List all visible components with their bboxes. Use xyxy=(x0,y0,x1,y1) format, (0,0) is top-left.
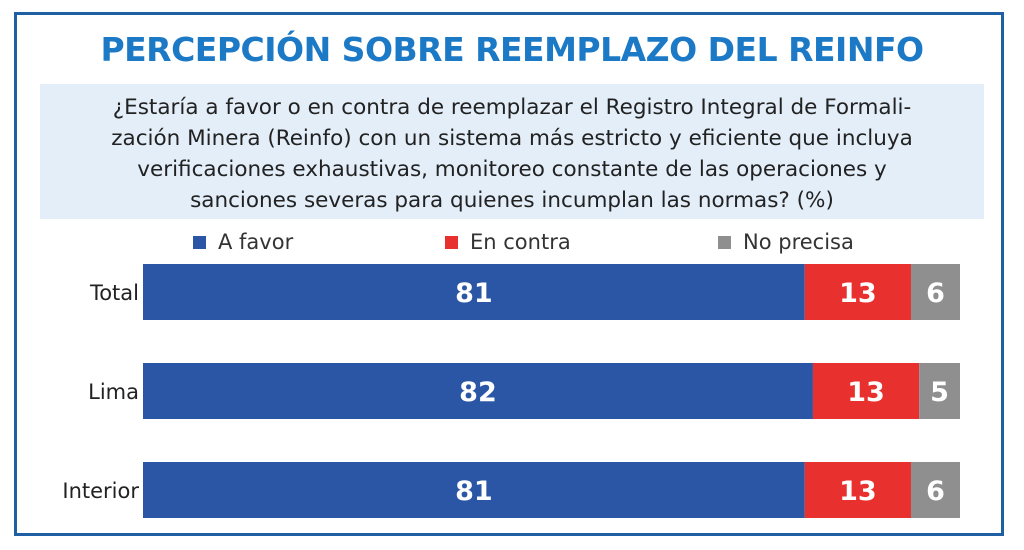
legend-label-no-precisa: No precisa xyxy=(743,230,854,254)
legend-swatch-en-contra xyxy=(445,235,458,249)
legend: A favor En contra No precisa xyxy=(0,228,1024,256)
legend-swatch-no-precisa xyxy=(718,235,731,249)
legend-item-a-favor: A favor xyxy=(193,228,293,256)
subtitle-line-4: sanciones severas para quienes incumplan… xyxy=(190,188,834,213)
subtitle-line-3: verificaciones exhaustivas, monitoreo co… xyxy=(137,157,887,182)
chart-title: PERCEPCIÓN SOBRE REEMPLAZO DEL REINFO xyxy=(100,30,924,69)
subtitle-line-2: zación Minera (Reinfo) con un sistema má… xyxy=(111,126,913,151)
subtitle-line-1: ¿Estaría a favor o en contra de reemplaz… xyxy=(112,95,912,120)
chart-subtitle: ¿Estaría a favor o en contra de reemplaz… xyxy=(40,84,984,219)
legend-label-en-contra: En contra xyxy=(470,230,571,254)
legend-item-en-contra: En contra xyxy=(445,228,571,256)
legend-label-a-favor: A favor xyxy=(218,230,294,254)
legend-swatch-a-favor xyxy=(193,235,206,249)
legend-item-no-precisa: No precisa xyxy=(718,228,854,256)
chart-frame xyxy=(14,12,1004,536)
